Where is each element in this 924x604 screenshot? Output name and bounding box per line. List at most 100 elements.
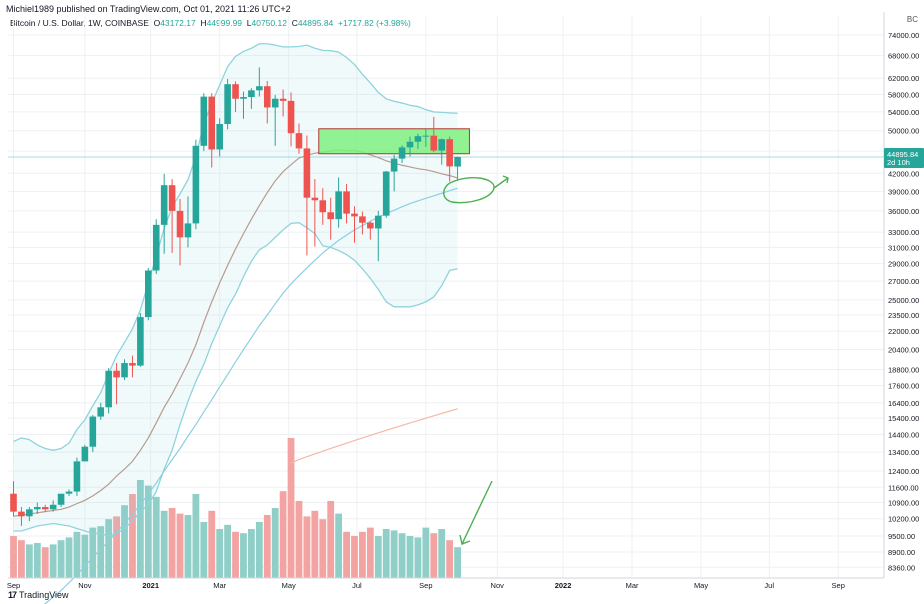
volume-bar (279, 491, 287, 578)
candle-body (311, 197, 319, 201)
volume-bar (382, 529, 390, 578)
brand-name: TradingView (19, 590, 69, 600)
candle-body (152, 224, 160, 271)
last-price-value: 44895.84 (887, 150, 918, 159)
volume-bar (414, 537, 422, 578)
volume-bar (390, 530, 398, 578)
volume-bar (10, 536, 17, 578)
volume-bar (422, 527, 430, 578)
candle-body (248, 90, 255, 98)
price-tick-label: 42000.00 (888, 169, 919, 178)
candle-body (224, 84, 231, 124)
volume-bar (295, 501, 303, 578)
change-value: +1717.82 (+3.98%) (338, 18, 411, 28)
time-tick-label: May (694, 581, 708, 590)
price-tick-label: 68000.00 (888, 52, 919, 61)
volume-bar (152, 496, 160, 578)
candle-body (454, 156, 461, 167)
candle-body (430, 135, 438, 151)
candle-body (145, 270, 152, 318)
volume-bar (33, 543, 41, 578)
high-value: 44999.99 (206, 18, 243, 28)
price-tick-label: 36000.00 (888, 207, 919, 216)
time-tick-label: Sep (7, 581, 20, 590)
volume-bar (144, 485, 152, 578)
volume-bar (121, 505, 128, 578)
candle-body (295, 133, 303, 149)
moving-averages (13, 149, 458, 604)
candle-body (398, 147, 406, 159)
price-tick-label: 50000.00 (888, 127, 919, 136)
candle-body (160, 185, 168, 225)
candle-body (287, 100, 295, 134)
price-tick-label: 62000.00 (888, 74, 919, 83)
candle-body (81, 446, 89, 462)
volume-bar (89, 527, 97, 578)
volume-bar (287, 438, 295, 578)
volume-bar (105, 519, 113, 578)
candle-body (208, 96, 216, 150)
volume-bar (73, 531, 81, 578)
arrow-down-annotation (459, 480, 493, 545)
volume-bar (366, 527, 374, 578)
candle-body (422, 135, 430, 137)
volume-bar (168, 508, 176, 578)
candle-body (374, 215, 382, 229)
price-tick-label: 74000.00 (888, 31, 919, 40)
volume-bar (335, 513, 343, 578)
volume-bar (303, 516, 311, 578)
volume-bar (57, 540, 65, 578)
time-tick-label: 2022 (555, 581, 572, 590)
candle-body (89, 416, 97, 447)
volume-bar (113, 516, 120, 578)
candle-body (406, 141, 414, 148)
close-label: C (291, 18, 298, 28)
candle-body (49, 504, 57, 510)
ma20-line (13, 149, 458, 517)
candle-body (105, 370, 112, 408)
candle-body (390, 158, 398, 172)
volume-bar (351, 536, 358, 578)
candle-body (33, 507, 41, 510)
candle-body (382, 171, 390, 216)
volume-bar (311, 510, 319, 578)
symbol-name: Bitcoin / U.S. Dollar, 1W, COINBASE (10, 18, 149, 28)
candle-body (168, 185, 176, 211)
volume-bar (327, 501, 335, 578)
grid-lines (8, 16, 884, 578)
volume-bar (208, 510, 216, 578)
volume-bar (136, 480, 144, 578)
volume-bar (406, 536, 414, 578)
price-tick-label: 14400.00 (888, 431, 919, 440)
volume-bar (240, 533, 247, 578)
price-tick-label: 13400.00 (888, 448, 919, 457)
candle-body (18, 511, 25, 517)
annotations (443, 175, 509, 545)
volume-bar (49, 544, 57, 578)
price-tick-label: 11600.00 (888, 483, 919, 492)
price-tick-label: 10200.00 (888, 515, 919, 524)
price-tick-label: 29000.00 (888, 260, 919, 269)
price-tick-label: 8360.00 (888, 563, 915, 572)
candle-body (359, 216, 366, 223)
price-tick-label: 31000.00 (888, 243, 919, 252)
candle-body (113, 370, 120, 378)
volume-bar (232, 531, 239, 578)
time-tick-label: Jul (352, 581, 362, 590)
volume-bar (160, 510, 168, 578)
footer: 17 TradingView (8, 590, 69, 600)
circle-annotation (443, 176, 495, 204)
volume-bar (438, 529, 446, 578)
volume-bars (10, 438, 461, 578)
candle-body (446, 139, 453, 167)
ma200-line (290, 408, 458, 464)
candle-body (10, 493, 17, 512)
volume-bar (25, 544, 33, 578)
candle-body (256, 86, 263, 91)
bollinger-fill (13, 43, 458, 537)
arrow-up-annotation (493, 175, 509, 189)
volume-bar (454, 547, 461, 578)
volume-bar (343, 531, 350, 578)
time-tick-label: Nov (78, 581, 92, 590)
